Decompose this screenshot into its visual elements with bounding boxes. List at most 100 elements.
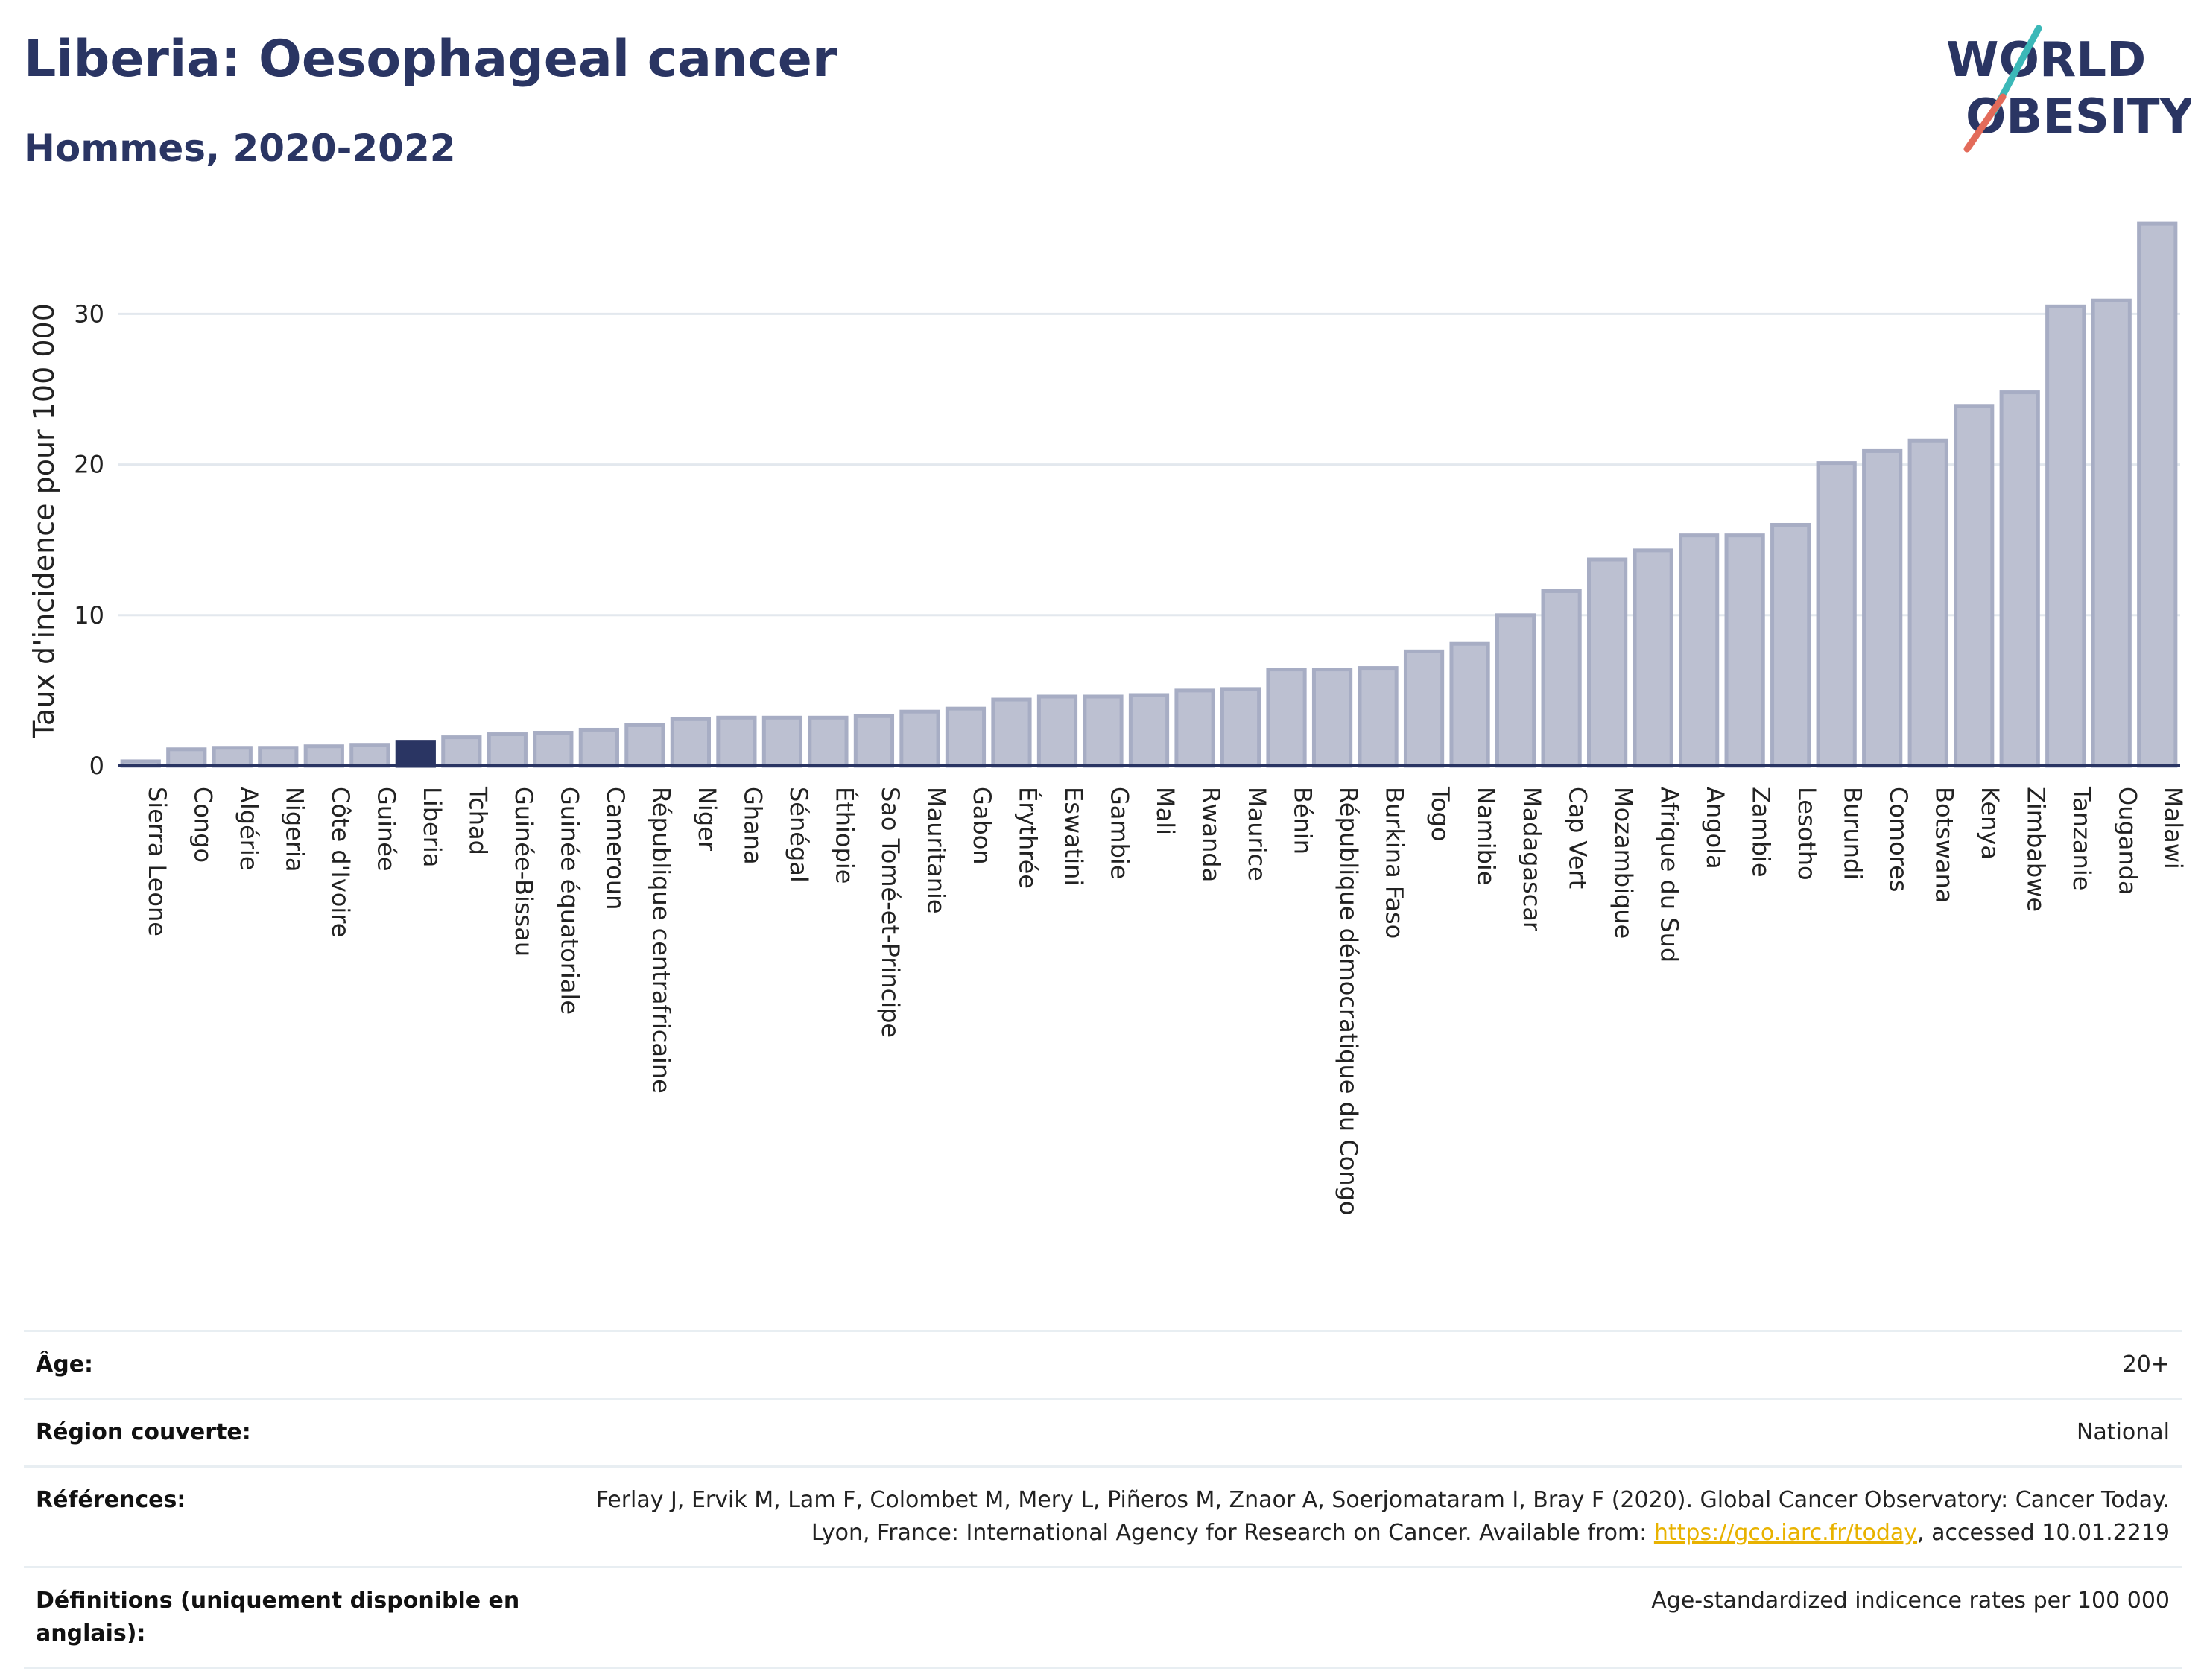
- bar: [487, 732, 528, 768]
- x-tick-label: Afrique du Sud: [1656, 787, 1684, 963]
- bar: [1266, 668, 1307, 768]
- x-tick-label: Comores: [1884, 787, 1913, 892]
- x-tick-label: Sierra Leone: [143, 787, 171, 936]
- x-tick-label: Ghana: [738, 787, 767, 865]
- bar: [349, 743, 390, 768]
- x-tick-label: Éthiopie: [830, 787, 858, 884]
- bar: [2091, 298, 2132, 768]
- page-subtitle: Hommes, 2020-2022: [24, 127, 456, 170]
- x-tick-label: Mozambique: [1609, 787, 1638, 939]
- x-tick-label: Gambie: [1105, 787, 1133, 879]
- bar: [899, 709, 940, 768]
- bar: [1128, 693, 1170, 768]
- bar: [2137, 221, 2178, 768]
- category-labels: Sierra Leone Congo Algérie Nigeria Côte d'Iv…: [143, 786, 2188, 1215]
- references-text: Ferlay J, Ervik M, Lam F, Colombet M, Me…: [595, 1487, 2170, 1546]
- bar: [1083, 694, 1124, 768]
- bar: [2045, 304, 2086, 768]
- definitions-value: Age-standardized indicence rates per 100…: [1651, 1588, 2170, 1614]
- references-link[interactable]: https://gco.iarc.fr/today: [1653, 1520, 1918, 1546]
- x-tick-label: Botswana: [1931, 787, 1959, 903]
- metadata-table: Âge: 20+ Région couverte: National Référ…: [24, 1330, 2182, 1669]
- y-tick-label: 20: [74, 451, 104, 479]
- x-tick-label: Togo: [1426, 786, 1454, 842]
- x-tick-label: Kenya: [1976, 787, 2004, 860]
- logo-text-world: WORLD: [1946, 33, 2146, 88]
- y-tick-label: 0: [89, 752, 104, 780]
- bar: [1587, 557, 1628, 768]
- x-tick-label: Zimbabwe: [2022, 787, 2051, 912]
- info-row-region: Région couverte: National: [24, 1398, 2182, 1467]
- y-axis-label: Taux d'incidence pour 100 000: [28, 303, 60, 739]
- bar: [1403, 649, 1445, 768]
- x-tick-label: Tanzanie: [2068, 786, 2096, 890]
- world-obesity-logo: WORLD OBESITY: [1946, 25, 2191, 153]
- bar: [1174, 688, 1215, 768]
- bar: [533, 731, 574, 768]
- bar: [1954, 404, 1995, 768]
- x-tick-label: Bénin: [1289, 787, 1317, 855]
- bar: [1724, 533, 1765, 768]
- x-tick-label: Lesotho: [1793, 787, 1821, 881]
- bar: [624, 723, 665, 768]
- bar: [1358, 666, 1399, 768]
- x-tick-label: Niger: [693, 787, 721, 852]
- bar: [991, 697, 1032, 768]
- x-tick-label: Tchad: [463, 786, 492, 855]
- x-tick-label: Guinée-Bissau: [510, 787, 538, 957]
- x-tick-label: Burkina Faso: [1381, 787, 1409, 939]
- bar: [1220, 687, 1261, 768]
- page-title: Liberia: Oesophageal cancer: [24, 30, 837, 89]
- bar: [761, 715, 803, 768]
- x-tick-label: Congo: [189, 787, 217, 863]
- x-tick-label: République centrafricaine: [647, 787, 675, 1094]
- x-tick-label: Angola: [1701, 787, 1729, 869]
- x-tick-label: République démocratique du Congo: [1334, 787, 1363, 1215]
- bar: [853, 714, 895, 768]
- bar: [212, 746, 253, 768]
- references-value: Ferlay J, Ervik M, Lam F, Colombet M, Me…: [569, 1467, 2182, 1568]
- bar: [808, 715, 849, 768]
- x-tick-label: Malawi: [2159, 787, 2188, 869]
- x-tick-label: Nigeria: [280, 787, 308, 872]
- x-tick-label: Sénégal: [785, 787, 813, 883]
- bar: [1862, 448, 1903, 768]
- x-tick-label: Algérie: [235, 787, 263, 871]
- x-tick-label: Maurice: [1243, 787, 1271, 881]
- bar: [1770, 522, 1811, 768]
- y-tick-label: 10: [74, 601, 104, 630]
- bar: [166, 747, 207, 768]
- x-tick-label: Guinée équatoriale: [555, 787, 583, 1015]
- bar: [303, 744, 344, 768]
- info-row-definitions: Définitions (uniquement disponible en an…: [24, 1567, 2182, 1668]
- bar: [1311, 668, 1353, 768]
- bar: [1036, 694, 1078, 768]
- bar-chart: 0 10 20 30 Sierra Leone Congo Algérie Nigeria C…: [28, 221, 2188, 1215]
- axes: 0 10 20 30: [74, 299, 2180, 780]
- x-tick-label: Cap Vert: [1564, 787, 1592, 889]
- x-tick-label: Madagascar: [1518, 787, 1546, 932]
- definitions-label: Définitions (uniquement disponible en an…: [36, 1588, 520, 1646]
- x-tick-label: Rwanda: [1197, 787, 1226, 882]
- region-value: National: [2076, 1419, 2170, 1445]
- bar: [1816, 461, 1857, 768]
- bar: [716, 715, 757, 768]
- x-tick-label: Côte d'Ivoire: [326, 787, 355, 937]
- bar: [1633, 548, 1673, 768]
- x-tick-label: Mauritanie: [922, 787, 950, 914]
- x-tick-label: Cameroun: [601, 787, 630, 910]
- info-row-references: Références: Ferlay J, Ervik M, Lam F, Co…: [24, 1466, 2182, 1568]
- references-accessed: , accessed 10.01.2219: [1917, 1520, 2170, 1546]
- logo-coral-stroke: [1963, 93, 2007, 153]
- bar: [945, 706, 987, 768]
- x-tick-label: Ouganda: [2114, 787, 2142, 896]
- info-row-age: Âge: 20+: [24, 1331, 2182, 1399]
- bar: [1495, 613, 1536, 768]
- age-value: 20+: [2122, 1351, 2170, 1378]
- x-tick-label: Zambie: [1747, 787, 1776, 878]
- bar-highlight: [395, 740, 436, 768]
- bar: [258, 746, 299, 768]
- bar: [1679, 533, 1720, 768]
- bar: [578, 727, 619, 768]
- bars: [120, 221, 2178, 768]
